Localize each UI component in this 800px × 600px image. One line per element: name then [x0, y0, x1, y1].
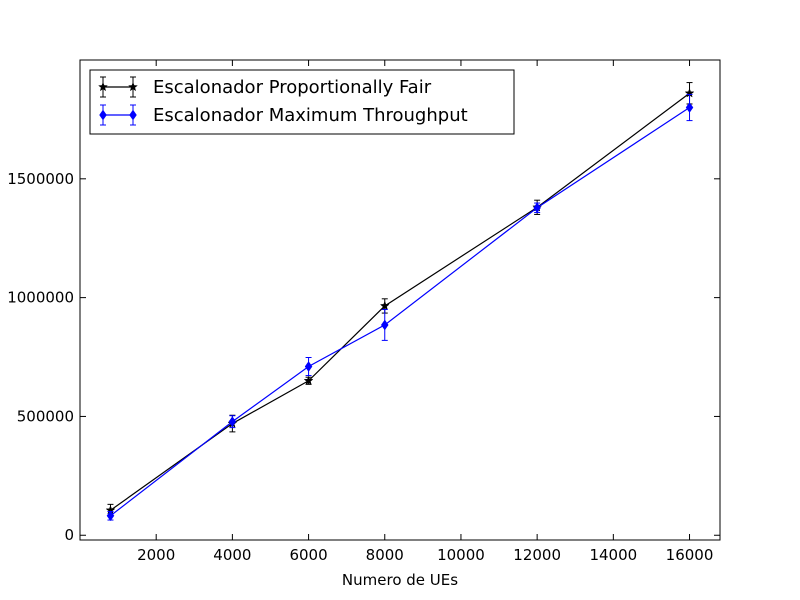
legend-marker-0-1 [128, 81, 138, 92]
axes: 2000 4000 6000 8000 10000 12000 14000 16000 0 500… [7, 59, 721, 564]
x-tick-label-10000: 10000 [437, 546, 485, 564]
x-tick-label-16000: 16000 [666, 546, 714, 564]
legend-marker-1-0 [99, 109, 107, 121]
legend: Escalonador Proportionally Fair Escalonad… [89, 69, 515, 135]
axes-frame [79, 59, 721, 541]
data-point-0-2 [303, 375, 314, 386]
series-line-1 [110, 107, 690, 517]
plot-area [105, 82, 695, 522]
data-point-1-3 [380, 319, 389, 331]
data-point-1-5 [685, 102, 694, 113]
data-point-1-2 [304, 361, 313, 372]
y-tick-label-500000: 500000 [17, 407, 74, 425]
legend-label-0: Escalonador Proportionally Fair [153, 77, 432, 98]
x-tick-label-8000: 8000 [366, 546, 404, 564]
x-axis-label: Numero de UEs [342, 571, 458, 589]
x-tick-label-4000: 4000 [213, 546, 251, 564]
y-tick-label-1000000: 1000000 [7, 289, 74, 307]
legend-marker-0-0 [98, 81, 108, 92]
data-point-1-1 [228, 416, 237, 428]
legend-entry-0: Escalonador Proportionally Fair [98, 76, 432, 98]
legend-entry-1: Escalonador Maximum Throughput [99, 104, 468, 126]
y-tick-label-1500000: 1500000 [7, 170, 74, 188]
legend-label-1: Escalonador Maximum Throughput [153, 105, 468, 126]
series-1 [106, 93, 694, 522]
x-tick-label-14000: 14000 [589, 546, 637, 564]
x-tick-label-6000: 6000 [289, 546, 327, 564]
legend-marker-1-1 [129, 109, 137, 121]
x-tick-label-2000: 2000 [137, 546, 175, 564]
y-tick-label-0: 0 [64, 526, 74, 544]
data-point-1-0 [106, 510, 115, 522]
legend-box [89, 69, 515, 135]
data-point-0-3 [379, 300, 390, 311]
x-tick-label-12000: 12000 [513, 546, 561, 564]
data-point-1-4 [533, 202, 541, 214]
